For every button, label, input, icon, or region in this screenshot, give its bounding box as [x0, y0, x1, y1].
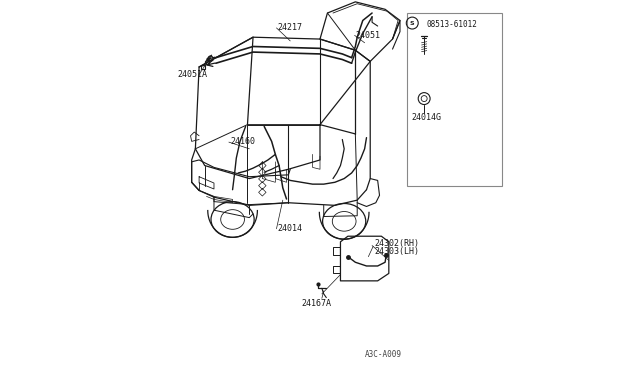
- Text: 24302(RH): 24302(RH): [374, 239, 419, 248]
- Text: 24051: 24051: [355, 31, 380, 40]
- Bar: [408, 13, 502, 186]
- Text: 24303(LH): 24303(LH): [374, 247, 419, 256]
- Text: S: S: [410, 20, 415, 26]
- Text: 24014G: 24014G: [411, 113, 441, 122]
- Text: 24014: 24014: [277, 224, 302, 233]
- Text: 24217: 24217: [277, 23, 302, 32]
- Text: 08513-61012: 08513-61012: [426, 20, 477, 29]
- Text: 24160: 24160: [230, 137, 255, 146]
- Text: 24051A: 24051A: [178, 70, 208, 79]
- Text: A3C-A009: A3C-A009: [365, 350, 402, 359]
- Text: 24167A: 24167A: [301, 299, 332, 308]
